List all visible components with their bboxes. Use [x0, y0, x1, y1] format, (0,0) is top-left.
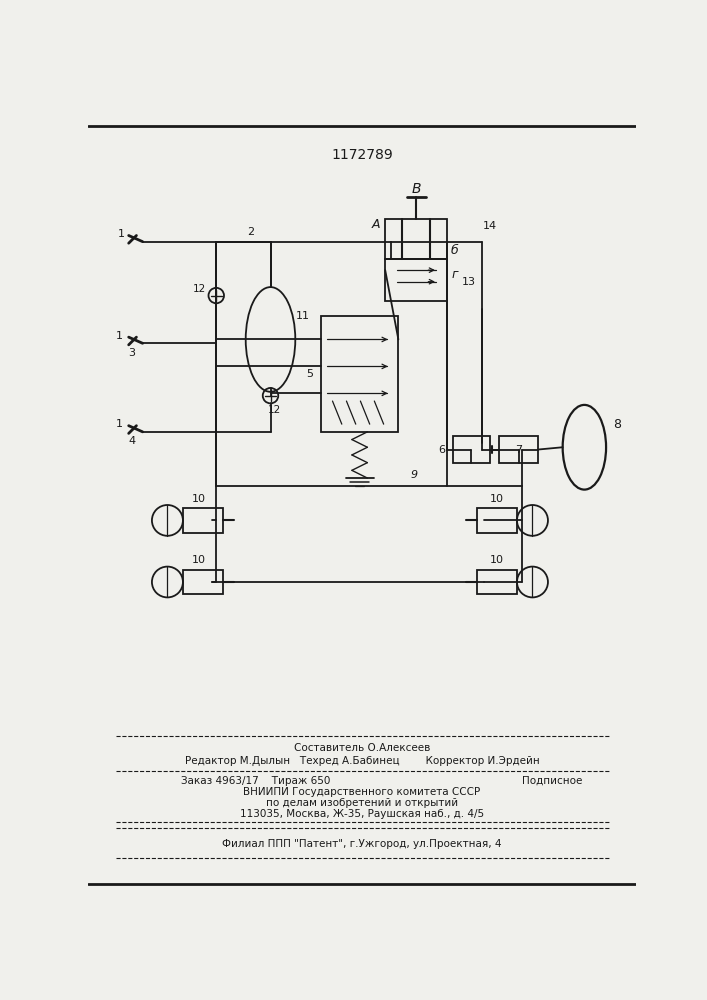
Text: 8: 8	[613, 418, 621, 431]
Bar	[321, 316, 398, 432]
Bar	[452, 436, 490, 463]
Text: 4: 4	[128, 436, 135, 446]
Text: 10: 10	[192, 494, 206, 504]
Text: 1172789: 1172789	[331, 148, 393, 162]
Text: A: A	[372, 218, 380, 231]
Text: по делам изобретений и открытий: по делам изобретений и открытий	[266, 798, 458, 808]
Text: 14: 14	[483, 221, 497, 231]
Text: B: B	[411, 182, 421, 196]
Text: 12: 12	[268, 405, 281, 415]
Text: 10: 10	[192, 555, 206, 565]
Text: 10: 10	[490, 555, 504, 565]
Text: 9: 9	[410, 470, 417, 480]
Bar	[499, 436, 538, 463]
Text: 11: 11	[296, 311, 310, 321]
Bar	[385, 219, 448, 259]
Text: 13: 13	[462, 277, 476, 287]
Bar	[183, 570, 223, 594]
Text: 2: 2	[247, 227, 255, 237]
Text: 113035, Москва, Ж-35, Раушская наб., д. 4/5: 113035, Москва, Ж-35, Раушская наб., д. …	[240, 809, 484, 819]
Bar	[385, 259, 448, 301]
Text: ВНИИПИ Государственного комитета СССР: ВНИИПИ Государственного комитета СССР	[243, 787, 481, 797]
Bar	[183, 508, 223, 533]
Text: 1: 1	[117, 229, 124, 239]
Text: г: г	[452, 267, 458, 280]
Text: Подписное: Подписное	[522, 776, 583, 786]
Bar	[477, 508, 517, 533]
Text: 1: 1	[116, 331, 123, 341]
Text: б: б	[451, 244, 459, 257]
Text: Заказ 4963/17    Тираж 650: Заказ 4963/17 Тираж 650	[182, 776, 331, 786]
Text: 3: 3	[128, 348, 135, 358]
Text: 12: 12	[192, 284, 206, 294]
Text: 5: 5	[305, 369, 312, 379]
Text: 7: 7	[515, 445, 522, 455]
Text: 10: 10	[490, 494, 504, 504]
Text: Редактор М.Дылын   Техред А.Бабинец        Корректор И.Эрдейн: Редактор М.Дылын Техред А.Бабинец Коррек…	[185, 756, 539, 766]
Bar	[477, 570, 517, 594]
Text: Филиал ППП "Патент", г.Ужгород, ул.Проектная, 4: Филиал ППП "Патент", г.Ужгород, ул.Проек…	[222, 839, 502, 849]
Text: 1: 1	[116, 419, 123, 429]
Text: 6: 6	[438, 445, 445, 455]
Text: Составитель О.Алексеев: Составитель О.Алексеев	[294, 743, 430, 753]
